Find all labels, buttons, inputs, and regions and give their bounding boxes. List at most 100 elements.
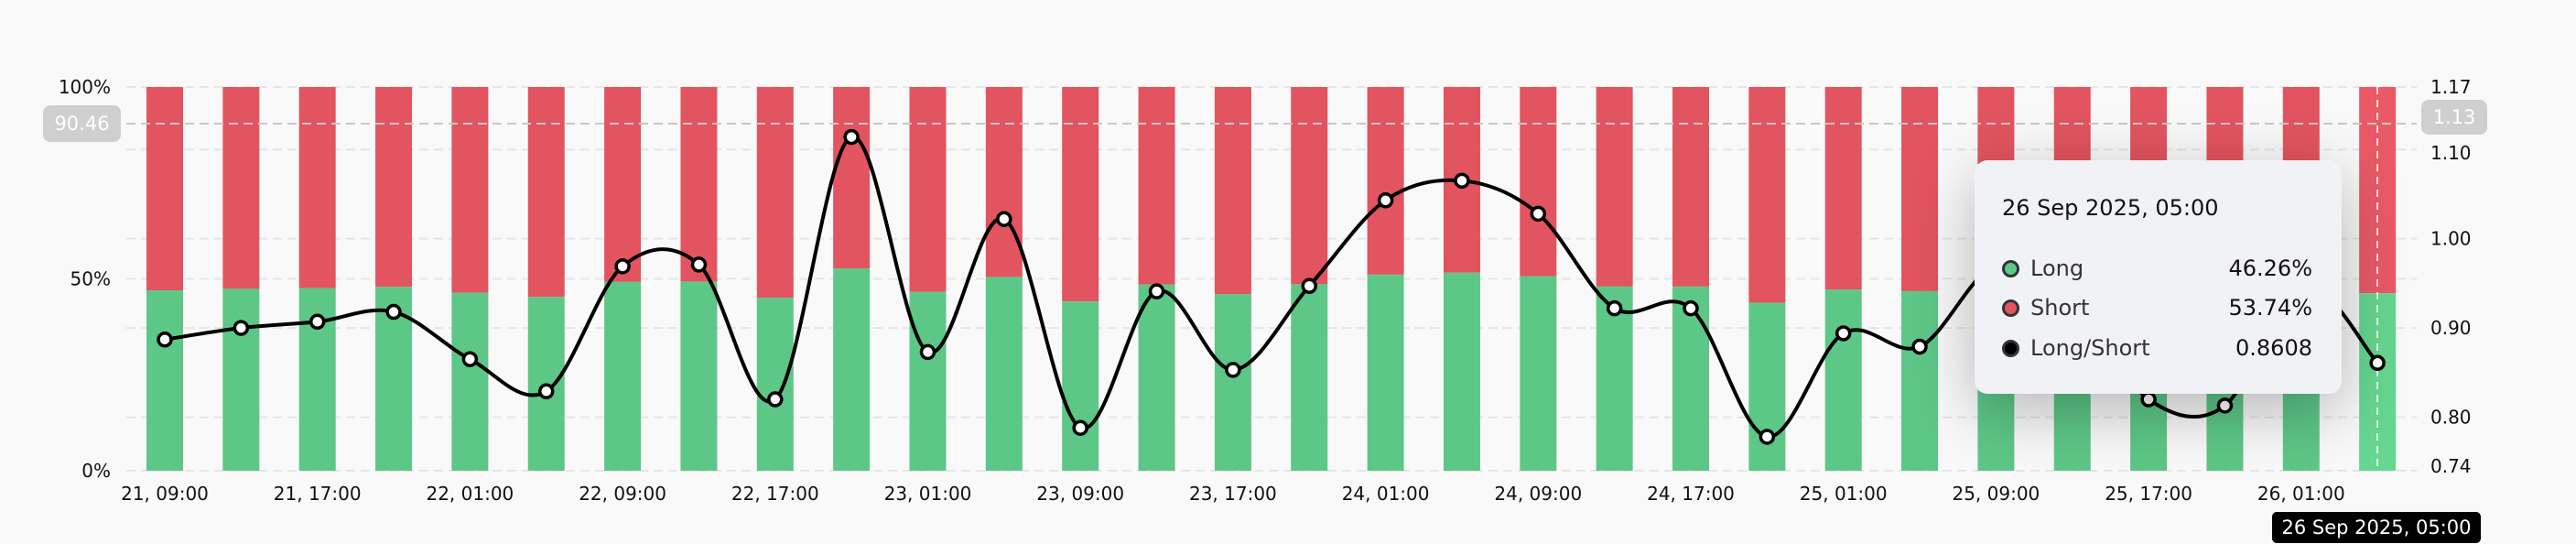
long-bar xyxy=(1672,286,1709,471)
right-axis-tick: 0.74 xyxy=(2430,455,2472,477)
short-bar xyxy=(833,87,871,269)
x-axis-tick: 24, 17:00 xyxy=(1647,483,1735,505)
short-bar xyxy=(1672,87,1709,287)
tooltip-value: 0.8608 xyxy=(2235,335,2312,361)
right-axis-tick: 1.00 xyxy=(2430,228,2472,250)
short-bar xyxy=(1748,87,1786,303)
short-bar xyxy=(1214,87,1251,295)
short-bar xyxy=(1138,87,1175,285)
short-bar xyxy=(146,87,183,291)
short-bar xyxy=(375,87,413,288)
x-axis-tick: 26, 01:00 xyxy=(2257,483,2345,505)
tooltip-row-ratio: Long/Short 0.8608 xyxy=(2002,332,2312,364)
short-bar xyxy=(451,87,489,293)
long-bar xyxy=(1520,276,1557,471)
ratio-point xyxy=(1148,283,1165,299)
right-axis-tick: 0.90 xyxy=(2430,317,2472,339)
ratio-point xyxy=(996,211,1012,227)
x-axis-tick: 21, 09:00 xyxy=(121,483,209,505)
ratio-point xyxy=(538,383,555,400)
x-axis-tick: 24, 09:00 xyxy=(1494,483,1582,505)
crosshair-time-label: 26 Sep 2025, 05:00 xyxy=(2272,512,2481,543)
tooltip-row-short: Short 53.74% xyxy=(2002,291,2312,324)
x-axis-tick: 22, 17:00 xyxy=(731,483,819,505)
short-bar xyxy=(1062,87,1099,302)
long-bar xyxy=(1824,289,1862,471)
right-axis: 1.17 1.10 1.00 0.90 0.80 0.74 xyxy=(2430,76,2472,477)
left-axis-tick: 50% xyxy=(70,268,111,290)
x-axis-tick: 25, 01:00 xyxy=(1800,483,1888,505)
gridlines xyxy=(126,86,2417,472)
tooltip-label: Long/Short xyxy=(2030,335,2150,361)
short-bar xyxy=(298,87,336,288)
tooltip: 26 Sep 2025, 05:00 Long 46.26% Short 53.… xyxy=(1975,160,2342,394)
ratio-point xyxy=(2369,354,2386,372)
short-dot-icon xyxy=(2002,299,2019,317)
ratio-point xyxy=(843,128,860,146)
crosshair-right-value: 1.13 xyxy=(2421,100,2487,135)
long-bar xyxy=(756,298,794,471)
long-bar xyxy=(1062,301,1099,471)
ratio-line xyxy=(157,128,2386,445)
crosshair-left-value: 90.46 xyxy=(43,105,121,142)
ratio-point xyxy=(1072,419,1088,436)
ratio-point xyxy=(1454,172,1470,190)
short-bar xyxy=(1596,87,1633,287)
ratio-point xyxy=(385,303,402,321)
tooltip-label: Long xyxy=(2030,256,2084,281)
short-bar xyxy=(1367,87,1404,275)
long-bar xyxy=(1214,294,1251,471)
short-bar xyxy=(680,87,718,282)
short-bar xyxy=(1291,87,1328,285)
long-bar xyxy=(222,288,260,471)
short-bar xyxy=(222,87,260,289)
x-axis-tick: 23, 09:00 xyxy=(1036,483,1124,505)
ratio-point xyxy=(2140,391,2157,408)
long-bar xyxy=(680,281,718,471)
x-axis-tick: 25, 17:00 xyxy=(2105,483,2192,505)
long-bar xyxy=(146,290,183,471)
short-bar xyxy=(1824,87,1862,290)
long-bar xyxy=(1291,284,1328,471)
ratio-point xyxy=(1683,299,1699,317)
long-bar xyxy=(1901,290,1939,471)
x-axis: 21, 09:00 21, 17:00 22, 01:00 22, 09:00 22, … xyxy=(121,483,2345,505)
long-bar xyxy=(985,277,1023,471)
short-bar xyxy=(1520,87,1557,277)
long-bar xyxy=(1596,286,1633,471)
long-bar xyxy=(1138,284,1175,471)
long-bar xyxy=(604,281,642,471)
ratio-point xyxy=(1911,338,1928,355)
x-axis-tick: 22, 09:00 xyxy=(579,483,666,505)
x-axis-tick: 23, 01:00 xyxy=(884,483,972,505)
short-bar xyxy=(527,87,565,298)
tooltip-row-long: Long 46.26% xyxy=(2002,252,2312,285)
ratio-point xyxy=(614,258,631,275)
ratio-point xyxy=(308,313,326,331)
right-axis-tick: 1.10 xyxy=(2430,142,2472,164)
short-bar xyxy=(909,87,947,292)
x-axis-tick: 23, 17:00 xyxy=(1189,483,1277,505)
ratio-point xyxy=(157,332,173,348)
ratio-point xyxy=(1835,325,1852,342)
ratio-point xyxy=(919,343,936,361)
ratio-point xyxy=(461,351,479,367)
right-axis-tick: 1.17 xyxy=(2430,76,2472,98)
short-bar xyxy=(985,87,1023,277)
left-axis-tick: 0% xyxy=(81,460,111,482)
ratio-point xyxy=(767,391,784,408)
long-bar xyxy=(1367,274,1404,471)
ratio-point xyxy=(2216,397,2234,414)
long-bar xyxy=(1748,302,1786,471)
ratio-point xyxy=(233,320,250,336)
x-axis-tick: 22, 01:00 xyxy=(426,483,514,505)
ratio-point xyxy=(1301,277,1317,295)
right-axis-tick: 0.80 xyxy=(2430,407,2472,429)
long-bar xyxy=(833,268,871,471)
x-axis-tick: 25, 09:00 xyxy=(1952,483,2040,505)
long-bar xyxy=(909,291,947,471)
short-bar xyxy=(604,87,642,282)
long-dot-icon xyxy=(2002,259,2019,277)
ratio-point xyxy=(1225,362,1241,378)
long-bar xyxy=(1443,272,1480,471)
